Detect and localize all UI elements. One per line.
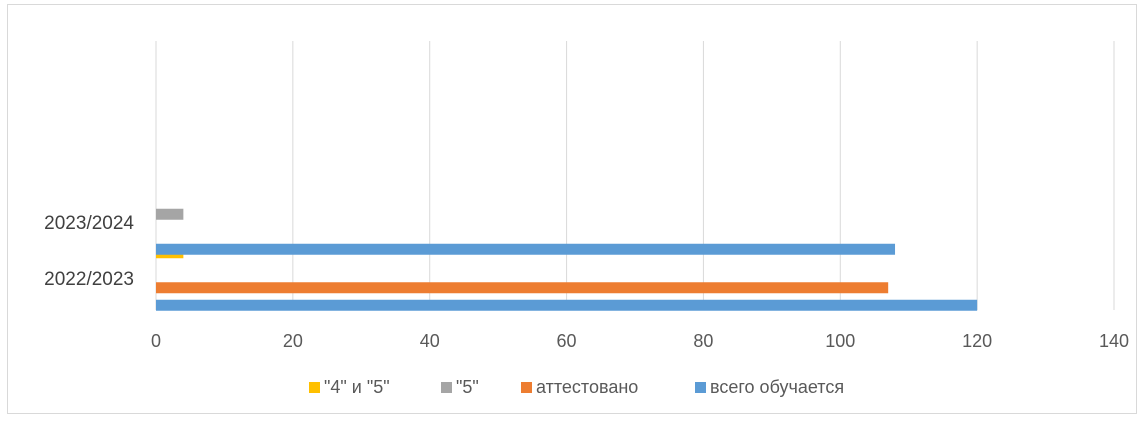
category-label-2023-2024: 2023/2024 xyxy=(44,213,134,234)
legend-swatch-0 xyxy=(309,382,320,393)
bar-2023-2024-series-0 xyxy=(156,243,896,255)
legend-swatch-2 xyxy=(521,382,532,393)
category-label-2022-2023: 2022/2023 xyxy=(44,269,134,290)
bar-2022-2023-series-0 xyxy=(156,299,978,311)
bar-2023-2024-series-2 xyxy=(156,208,184,220)
legend-label-2: аттестовано xyxy=(536,377,638,397)
x-tick-label-60: 60 xyxy=(557,331,577,351)
y-axis-category-labels: 2022/2023 2023/2024 xyxy=(44,213,134,290)
chart-svg: 0 20 40 60 80 100 120 140 2022/2023 2023/2024 "4… xyxy=(44,41,1129,397)
legend-label-1: "5" xyxy=(456,377,479,397)
legend: "4" и "5" "5" аттестовано всего обучается xyxy=(309,377,844,397)
chart-frame: 0 20 40 60 80 100 120 140 2022/2023 2023/2024 "4… xyxy=(7,4,1137,414)
gridlines xyxy=(155,41,1115,310)
legend-label-3: всего обучается xyxy=(710,377,844,397)
x-tick-label-0: 0 xyxy=(151,331,161,351)
x-tick-label-120: 120 xyxy=(962,331,992,351)
bars xyxy=(156,208,978,311)
x-tick-label-40: 40 xyxy=(420,331,440,351)
bar-2022-2023-series-1 xyxy=(156,282,889,294)
legend-swatch-1 xyxy=(441,382,452,393)
x-tick-label-80: 80 xyxy=(693,331,713,351)
legend-label-0: "4" и "5" xyxy=(324,377,390,397)
x-axis-tick-labels: 0 20 40 60 80 100 120 140 xyxy=(151,331,1129,351)
x-tick-label-140: 140 xyxy=(1099,331,1129,351)
legend-swatch-3 xyxy=(695,382,706,393)
x-tick-label-20: 20 xyxy=(283,331,303,351)
x-tick-label-100: 100 xyxy=(825,331,855,351)
